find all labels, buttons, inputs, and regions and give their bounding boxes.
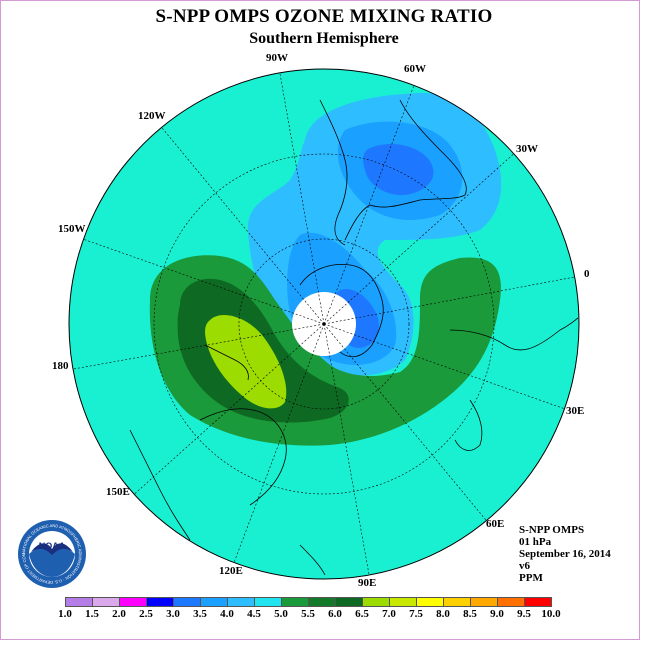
ozone-contour-6-6.5 [205, 315, 287, 409]
lon-label-120e: 120E [219, 565, 243, 577]
colorbar-segment [362, 597, 390, 607]
lon-label-90w: 90W [266, 52, 288, 64]
map-boundary [68, 68, 580, 580]
lon-label-180: 180 [52, 360, 69, 372]
colorbar-tick-label: 3.5 [193, 608, 207, 620]
lon-label-90e: 90E [358, 577, 377, 589]
lon-label-120w: 120W [138, 110, 166, 122]
colorbar-tick-label: 1.0 [58, 608, 72, 620]
colorbar-segment [524, 597, 552, 607]
info-level: 01 hPa [519, 536, 552, 548]
colorbar-segment [389, 597, 417, 607]
lon-label-0: 0 [584, 268, 590, 280]
colorbar-segment [470, 597, 498, 607]
colorbar-segment [416, 597, 444, 607]
colorbar-tick-label: 7.5 [409, 608, 423, 620]
colorbar-segment [443, 597, 471, 607]
colorbar-tick-label: 6.0 [328, 608, 342, 620]
graticule [69, 69, 579, 579]
lon-label-30w: 30W [516, 143, 538, 155]
colorbar-segment [227, 597, 255, 607]
colorbar-segment [65, 597, 93, 607]
info-version: v6 [519, 560, 530, 572]
lon-label-30e: 30E [566, 405, 585, 417]
lon-label-60w: 60W [404, 63, 426, 75]
info-block: S-NPP OMPS 01 hPa September 16, 2014 v6 … [519, 524, 611, 584]
colorbar-tick-label: 10.0 [541, 608, 561, 620]
colorbar-segment [308, 597, 336, 607]
colorbar-tick-label: 9.0 [490, 608, 504, 620]
colorbar-segment [92, 597, 120, 607]
colorbar [65, 597, 552, 607]
lon-label-150w: 150W [58, 223, 86, 235]
colorbar-tick-label: 8.0 [436, 608, 450, 620]
colorbar-segment [173, 597, 201, 607]
colorbar-tick-label: 1.5 [85, 608, 99, 620]
info-units: PPM [519, 572, 543, 584]
lon-label-150e: 150E [106, 486, 130, 498]
colorbar-tick-label: 5.5 [301, 608, 315, 620]
colorbar-tick-label: 8.5 [463, 608, 477, 620]
colorbar-tick-label: 4.0 [220, 608, 234, 620]
noaa-logo: NOAA NATIONAL OCEANIC AND ATMOSPHERIC AD… [17, 519, 86, 588]
info-date: September 16, 2014 [519, 548, 611, 560]
ozone-contour-3-3.5 [334, 144, 434, 348]
colorbar-tick-label: 9.5 [517, 608, 531, 620]
info-instrument: S-NPP OMPS [519, 524, 585, 536]
colorbar-tick-label: 5.0 [274, 608, 288, 620]
colorbar-segment [200, 597, 228, 607]
colorbar-segment [497, 597, 525, 607]
colorbar-tick-label: 7.0 [382, 608, 396, 620]
lon-label-60e: 60E [486, 518, 505, 530]
figure-frame [0, 0, 640, 640]
chart-subtitle: Southern Hemisphere [249, 30, 399, 47]
noaa-logo-text: NOAA [39, 541, 66, 551]
colorbar-segment [254, 597, 282, 607]
colorbar-tick-label: 2.5 [139, 608, 153, 620]
colorbar-segment [281, 597, 309, 607]
colorbar-segment [119, 597, 147, 607]
colorbar-labels: 1.0 1.5 2.0 2.5 3.0 3.5 4.0 4.5 5.0 5.5 6.0 6.5 7.0 7… [0, 608, 648, 622]
colorbar-segment [335, 597, 363, 607]
colorbar-segment [146, 597, 174, 607]
colorbar-tick-label: 4.5 [247, 608, 261, 620]
colorbar-tick-label: 2.0 [112, 608, 126, 620]
chart-title: S-NPP OMPS OZONE MIXING RATIO [155, 6, 493, 27]
colorbar-tick-label: 6.5 [355, 608, 369, 620]
colorbar-tick-label: 3.0 [166, 608, 180, 620]
